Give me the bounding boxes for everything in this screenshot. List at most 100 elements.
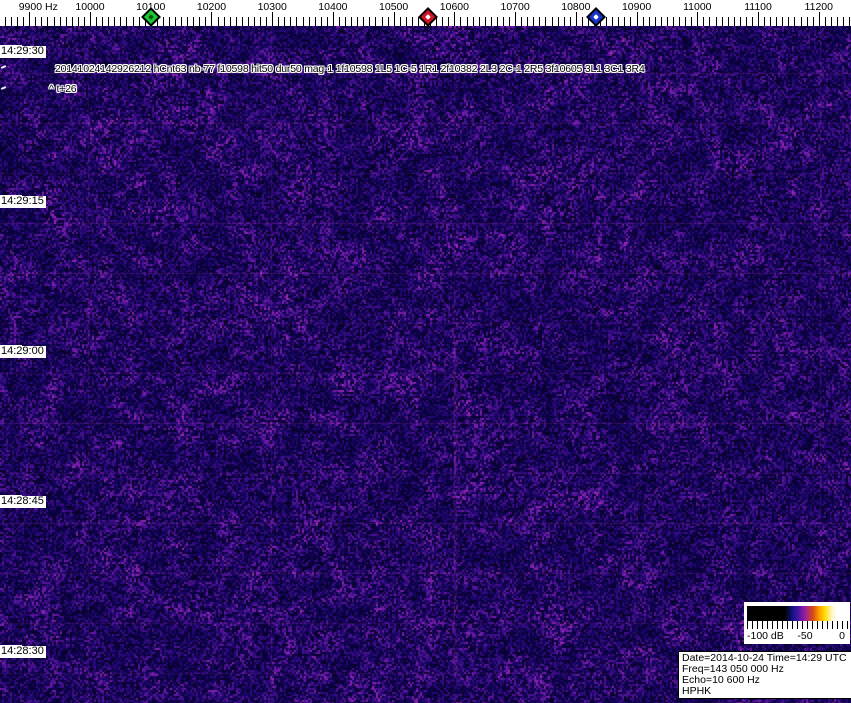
ruler-tick	[454, 12, 455, 26]
info-station-line: HPHK	[682, 685, 712, 697]
ruler-tick	[539, 17, 540, 26]
info-freq-line: Freq=143 050 000 Hz	[682, 663, 784, 675]
ruler-tick	[120, 17, 121, 26]
spectrogram[interactable]	[0, 26, 851, 703]
ruler-tick	[375, 17, 376, 26]
time-label: 14:28:30	[0, 645, 46, 658]
frequency-ruler: 9900 Hz 10000 10100 10200 10300 10400 10500 106…	[0, 0, 851, 27]
ruler-tick	[126, 17, 127, 26]
ruler-frequency-label: 10900	[621, 1, 652, 13]
ruler-tick	[211, 12, 212, 26]
ruler-tick	[679, 17, 680, 26]
time-label: 14:28:45	[0, 495, 46, 508]
ruler-tick	[278, 17, 279, 26]
ruler-tick	[388, 17, 389, 26]
ruler-tick	[503, 17, 504, 26]
marker-center-dot	[593, 14, 599, 20]
ruler-tick	[764, 17, 765, 26]
ruler-tick	[655, 17, 656, 26]
scale-tick	[747, 621, 748, 629]
ruler-frequency-label: 10100	[136, 1, 165, 13]
scale-tick	[772, 621, 773, 629]
ruler-tick	[363, 17, 364, 26]
scale-ticks	[747, 621, 848, 629]
ruler-tick	[527, 17, 528, 26]
scale-tick	[827, 621, 828, 629]
ruler-tick	[813, 17, 814, 26]
scale-tick	[777, 621, 778, 629]
ruler-tick	[17, 17, 18, 26]
ruler-tick	[545, 17, 546, 26]
ruler-tick	[284, 17, 285, 26]
ruler-tick	[96, 17, 97, 26]
ruler-tick	[41, 17, 42, 26]
ruler-tick	[576, 12, 577, 26]
ruler-tick	[248, 17, 249, 26]
ruler-tick	[382, 17, 383, 26]
ruler-tick	[558, 17, 559, 26]
ruler-tick	[673, 17, 674, 26]
ruler-tick	[90, 12, 91, 26]
ruler-tick	[272, 12, 273, 26]
time-tick-line	[0, 195, 22, 196]
ruler-tick	[515, 12, 516, 26]
ruler-tick	[661, 17, 662, 26]
scale-tick	[817, 621, 818, 629]
ruler-tick	[442, 17, 443, 26]
time-tick-line	[0, 495, 22, 496]
ruler-tick	[740, 17, 741, 26]
scale-tick	[802, 621, 803, 629]
ruler-tick	[831, 17, 832, 26]
ruler-tick	[72, 17, 73, 26]
ruler-tick	[618, 17, 619, 26]
info-date-line: Date=2014-10-24 Time=14:29 UTC	[682, 652, 847, 664]
info-echo-line: Echo=10 600 Hz	[682, 674, 760, 686]
time-tick-line	[0, 645, 22, 646]
ruler-tick	[418, 17, 419, 26]
ruler-tick	[357, 17, 358, 26]
ruler-tick	[406, 17, 407, 26]
ruler-tick	[242, 17, 243, 26]
ruler-tick	[5, 17, 6, 26]
ruler-tick	[133, 17, 134, 26]
ruler-tick	[315, 17, 316, 26]
ruler-tick	[685, 17, 686, 26]
ruler-tick	[776, 17, 777, 26]
scale-tick	[822, 621, 823, 629]
ruler-frequency-label: 10700	[500, 1, 530, 13]
ruler-tick	[801, 17, 802, 26]
ruler-tick	[400, 17, 401, 26]
scale-tick	[767, 621, 768, 629]
ruler-tick	[23, 17, 24, 26]
ruler-tick	[139, 17, 140, 26]
time-label: 14:29:00	[0, 345, 46, 358]
ruler-tick	[448, 17, 449, 26]
scale-tick	[832, 621, 833, 629]
time-tick-line	[0, 45, 22, 46]
ruler-tick	[770, 17, 771, 26]
ruler-tick	[722, 17, 723, 26]
ruler-tick	[746, 17, 747, 26]
ruler-tick	[193, 17, 194, 26]
ruler-tick	[479, 17, 480, 26]
ruler-frequency-label: 10600	[439, 1, 469, 13]
ruler-tick	[351, 17, 352, 26]
ruler-tick	[412, 17, 413, 26]
ruler-tick	[734, 17, 735, 26]
scale-tick	[797, 621, 798, 629]
ruler-tick	[624, 17, 625, 26]
scale-labels: -100 dB -50 0	[744, 630, 850, 642]
ruler-tick	[509, 17, 510, 26]
scale-tick	[847, 621, 848, 629]
ruler-tick	[78, 17, 79, 26]
red-marker-diamond-icon[interactable]	[418, 7, 438, 27]
ruler-tick	[752, 17, 753, 26]
ruler-frequency-label: 11000	[683, 1, 712, 13]
ruler-tick	[333, 12, 334, 26]
scale-tick	[792, 621, 793, 629]
ruler-frequency-label: 10200	[196, 1, 227, 13]
scale-tick	[787, 621, 788, 629]
ruler-tick	[260, 17, 261, 26]
ruler-tick	[582, 17, 583, 26]
